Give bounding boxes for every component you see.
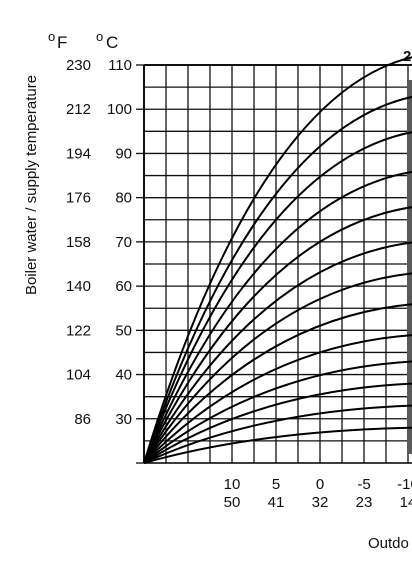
y-fahrenheit-tick-label: 86 xyxy=(74,411,91,428)
y-fahrenheit-tick-label: 140 xyxy=(66,278,91,295)
fahrenheit-degree-mark: o xyxy=(48,29,55,44)
heating-curve-6 xyxy=(143,241,412,464)
y-celsius-tick-label: 80 xyxy=(115,190,132,207)
fahrenheit-unit-label: F xyxy=(57,33,67,52)
heating-curve-3 xyxy=(143,131,412,464)
y-fahrenheit-tick-label: 212 xyxy=(66,101,91,118)
x-celsius-tick-label: -10 xyxy=(397,476,412,493)
y-celsius-tick-label: 110 xyxy=(108,57,132,74)
y-fahrenheit-tick-label: 122 xyxy=(66,322,91,339)
y-celsius-tick-label: 70 xyxy=(115,234,132,251)
x-fahrenheit-tick-label: 41 xyxy=(268,494,285,511)
heating-curve-7 xyxy=(143,272,412,464)
x-fahrenheit-tick-label: 23 xyxy=(356,494,373,511)
x-fahrenheit-tick-label: 14 xyxy=(400,494,412,511)
x-celsius-tick-label: 0 xyxy=(316,476,324,493)
heating-curve-9 xyxy=(143,334,412,464)
y-fahrenheit-tick-label: 158 xyxy=(66,234,91,251)
heating-curve-10 xyxy=(143,360,412,464)
y-fahrenheit-tick-label: 104 xyxy=(66,367,91,384)
heating-curve-5 xyxy=(143,206,412,464)
heating-curve-13 xyxy=(143,426,412,464)
heating-curve-4 xyxy=(143,170,412,464)
heating-curve-1 xyxy=(143,56,412,464)
edge-shadow xyxy=(407,80,412,454)
y-fahrenheit-tick-label: 230 xyxy=(66,57,91,74)
y-celsius-tick-label: 40 xyxy=(115,367,132,384)
x-celsius-tick-label: 10 xyxy=(224,476,241,493)
heating-curve-11 xyxy=(143,382,412,464)
x-fahrenheit-tick-label: 50 xyxy=(224,494,241,511)
x-axis-title: Outdo xyxy=(368,535,409,552)
celsius-unit-label: C xyxy=(106,33,118,52)
x-celsius-tick-label: 5 xyxy=(272,476,280,493)
y-axis-title: Boiler water / supply temperature xyxy=(23,75,40,295)
x-celsius-tick-label: -5 xyxy=(357,476,370,493)
curve-label: 2 xyxy=(403,48,411,65)
y-celsius-tick-label: 30 xyxy=(115,411,132,428)
x-fahrenheit-tick-label: 32 xyxy=(312,494,329,511)
heating-curve-2 xyxy=(143,96,412,464)
y-celsius-tick-label: 100 xyxy=(107,101,132,118)
y-fahrenheit-tick-label: 194 xyxy=(66,145,91,162)
plot-grid xyxy=(136,64,412,464)
heating-curves xyxy=(143,56,412,464)
y-celsius-tick-label: 90 xyxy=(115,145,132,162)
axis-ticks: 1101009080706050403023021219417615814012… xyxy=(66,57,412,511)
y-fahrenheit-tick-label: 176 xyxy=(66,190,91,207)
heating-curve-8 xyxy=(143,303,412,464)
y-celsius-tick-label: 50 xyxy=(115,322,132,339)
celsius-degree-mark: o xyxy=(96,29,103,44)
y-celsius-tick-label: 60 xyxy=(115,278,132,295)
heating-curve-12 xyxy=(143,404,412,464)
